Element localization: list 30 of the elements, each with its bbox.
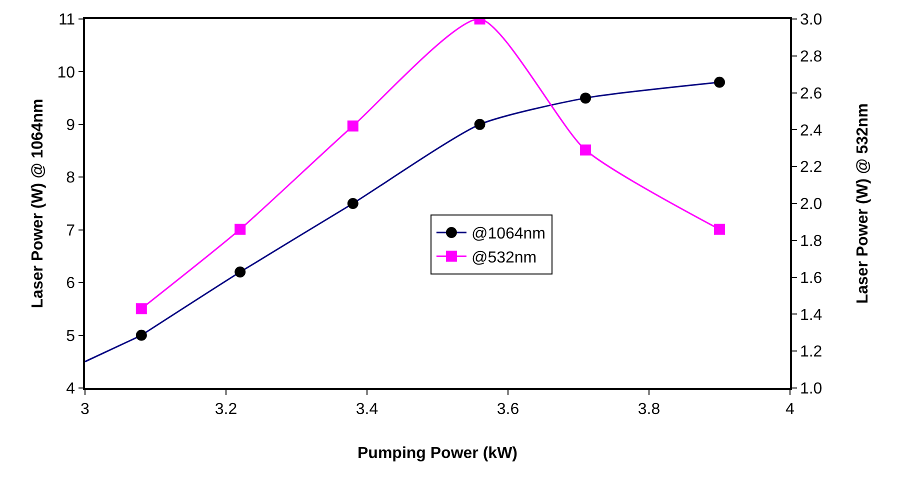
y-tick-label: 9 — [66, 117, 76, 134]
y-tick-label: 6 — [66, 275, 76, 292]
x-tick-label: 3.8 — [638, 400, 660, 418]
y-tick-label: 11 — [58, 12, 76, 29]
y2-tick-label: 2.6 — [800, 85, 822, 102]
y2-tick-label: 2.8 — [800, 48, 822, 66]
y2-tick-label: 1.6 — [800, 270, 822, 287]
y2-tick-label: 2.4 — [800, 122, 822, 140]
y-tick-label: 4 — [66, 380, 76, 398]
y2-tick-label: 1.8 — [800, 233, 822, 250]
y2-tick-label: 1.2 — [800, 344, 822, 361]
y-tick-label: 7 — [66, 222, 76, 240]
x-tick-label: 3.6 — [496, 400, 520, 418]
y-axis-title: Laser Power (W) @ 1064nm — [30, 98, 46, 308]
x-tick-label: 3.4 — [356, 400, 378, 418]
y2-tick-label: 1.0 — [800, 380, 822, 398]
y2-tick-label: 2.0 — [800, 196, 822, 214]
y2-tick-label: 1.4 — [800, 306, 822, 324]
x-axis-title: Pumping Power (kW) — [358, 445, 518, 462]
x-tick-label: 4 — [786, 400, 795, 418]
y-tick-label: 10 — [57, 64, 76, 82]
legend-label: @532nm — [471, 250, 537, 267]
y-tick-label: 5 — [66, 328, 76, 345]
x-tick-label: 3.2 — [214, 400, 238, 418]
y2-tick-label: 3.0 — [800, 12, 822, 29]
y2-axis-title: Laser Power (W) @ 532nm — [854, 103, 872, 304]
legend-label: @1064nm — [471, 226, 546, 243]
y2-tick-label: 2.2 — [800, 159, 822, 176]
y-tick-label: 8 — [66, 170, 76, 187]
x-tick-label: 3 — [80, 400, 90, 418]
